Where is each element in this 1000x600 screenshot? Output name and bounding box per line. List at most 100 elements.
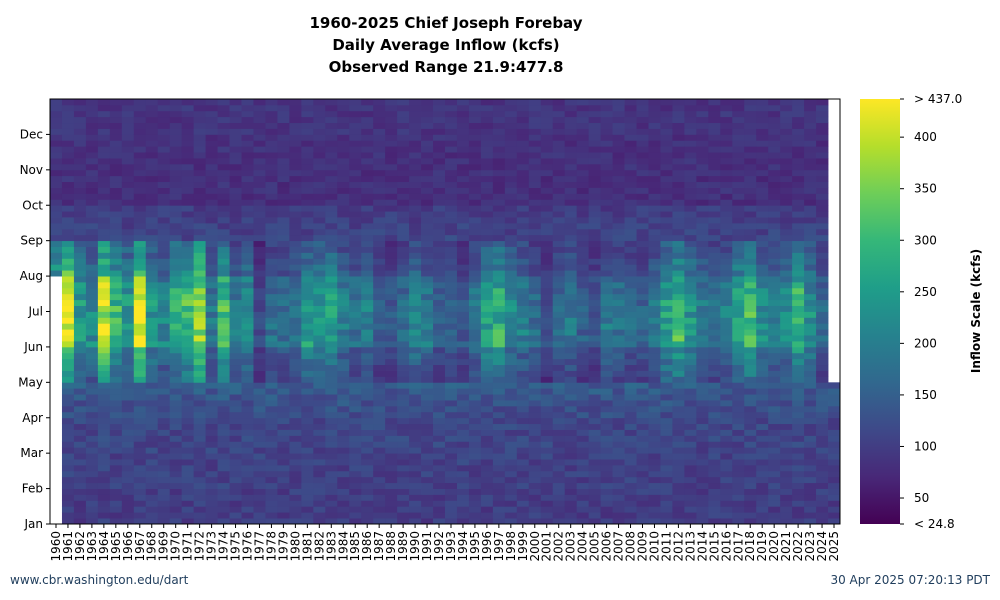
heatmap-cell (816, 441, 829, 448)
heatmap-cell (85, 441, 99, 448)
heatmap-cell (552, 240, 566, 247)
heatmap-cell (792, 116, 805, 124)
heatmap-cell (684, 193, 697, 200)
heatmap-cell (780, 476, 793, 484)
heatmap-cell (792, 341, 805, 348)
heatmap-cell (361, 476, 374, 484)
heatmap-cell (73, 370, 87, 377)
heatmap-cell (648, 217, 661, 224)
heatmap-cell (720, 187, 733, 194)
heatmap-cell (804, 329, 817, 336)
heatmap-cell (516, 169, 530, 177)
heatmap-cell (445, 382, 458, 389)
heatmap-cell (708, 193, 721, 200)
heatmap-cell (337, 152, 350, 159)
heatmap-cell (564, 453, 578, 460)
heatmap-cell (732, 447, 745, 454)
heatmap-cell (157, 110, 171, 118)
heatmap-cell (217, 122, 230, 129)
heatmap-cell (229, 240, 242, 247)
heatmap-cell (816, 459, 829, 466)
heatmap-cell (397, 205, 410, 212)
heatmap-cell (456, 175, 470, 183)
heatmap-cell (301, 299, 314, 306)
heatmap-cell (109, 423, 123, 430)
heatmap-cell (265, 252, 278, 259)
footer-source-url[interactable]: www.cbr.washington.edu/dart (10, 573, 189, 587)
heatmap-cell (456, 240, 470, 247)
heatmap-cell (241, 187, 254, 194)
heatmap-cell (816, 287, 829, 295)
heatmap-cell (349, 441, 362, 448)
heatmap-cell (756, 311, 769, 318)
heatmap-cell (636, 287, 649, 295)
heatmap-cell (684, 246, 697, 253)
heatmap-cell (792, 158, 805, 165)
x-tick-label: 1987 (372, 531, 386, 562)
heatmap-cell (468, 335, 482, 342)
heatmap-cell (720, 305, 733, 312)
heatmap-cell (157, 346, 171, 354)
heatmap-cell (145, 488, 159, 495)
heatmap-cell (397, 376, 410, 383)
x-tick-label: 2025 (827, 531, 841, 562)
heatmap-cell (624, 240, 637, 247)
heatmap-cell (229, 323, 242, 330)
heatmap-cell (325, 252, 338, 259)
heatmap-cell (97, 394, 111, 401)
heatmap-cell (456, 488, 470, 495)
heatmap-cell (768, 217, 781, 224)
heatmap-cell (672, 335, 685, 342)
heatmap-cell (289, 311, 302, 318)
heatmap-cell (492, 234, 506, 242)
heatmap-cell (421, 217, 434, 224)
heatmap-cell (205, 211, 218, 218)
heatmap-cell (397, 394, 410, 401)
heatmap-cell (780, 453, 793, 460)
heatmap-cell (421, 222, 434, 230)
heatmap-cell (325, 228, 338, 236)
heatmap-cell (492, 352, 506, 360)
heatmap-cell (708, 222, 721, 230)
x-tick-label: 2007 (612, 531, 626, 562)
heatmap-cell (624, 281, 637, 289)
heatmap-cell (612, 134, 625, 141)
heatmap-cell (468, 276, 482, 283)
heatmap-cell (373, 104, 386, 112)
heatmap-cell (241, 134, 254, 141)
heatmap-cell (109, 181, 123, 188)
heatmap-cell (492, 181, 506, 188)
heatmap-cell (169, 500, 183, 507)
heatmap-cell (792, 234, 805, 242)
heatmap-cell (684, 482, 697, 489)
heatmap-cell (720, 429, 733, 436)
heatmap-cell (696, 128, 709, 135)
heatmap-cell (205, 323, 218, 330)
heatmap-cell (540, 281, 554, 289)
heatmap-cell (780, 134, 793, 141)
colorbar-tick-label: 200 (914, 336, 937, 350)
heatmap-cell (385, 323, 398, 330)
heatmap-cell (816, 140, 829, 147)
heatmap-cell (265, 323, 278, 330)
heatmap-cell (768, 199, 781, 206)
heatmap-cell (540, 293, 554, 301)
heatmap-cell (253, 199, 266, 206)
heatmap-cell (624, 482, 637, 489)
heatmap-cell (636, 388, 649, 395)
heatmap-cell (169, 199, 183, 206)
heatmap-cell (648, 152, 661, 159)
heatmap-cell (301, 163, 314, 171)
heatmap-cell (516, 217, 530, 224)
heatmap-cell (337, 181, 350, 188)
heatmap-cell (325, 482, 338, 489)
heatmap-cell (385, 376, 398, 383)
heatmap-cell (50, 240, 63, 247)
heatmap-cell (720, 382, 733, 389)
heatmap-cell (229, 104, 242, 112)
heatmap-cell (648, 352, 661, 360)
heatmap-cell (349, 270, 362, 277)
heatmap-cell (157, 506, 171, 513)
heatmap-cell (301, 435, 314, 442)
heatmap-cell (552, 122, 566, 129)
